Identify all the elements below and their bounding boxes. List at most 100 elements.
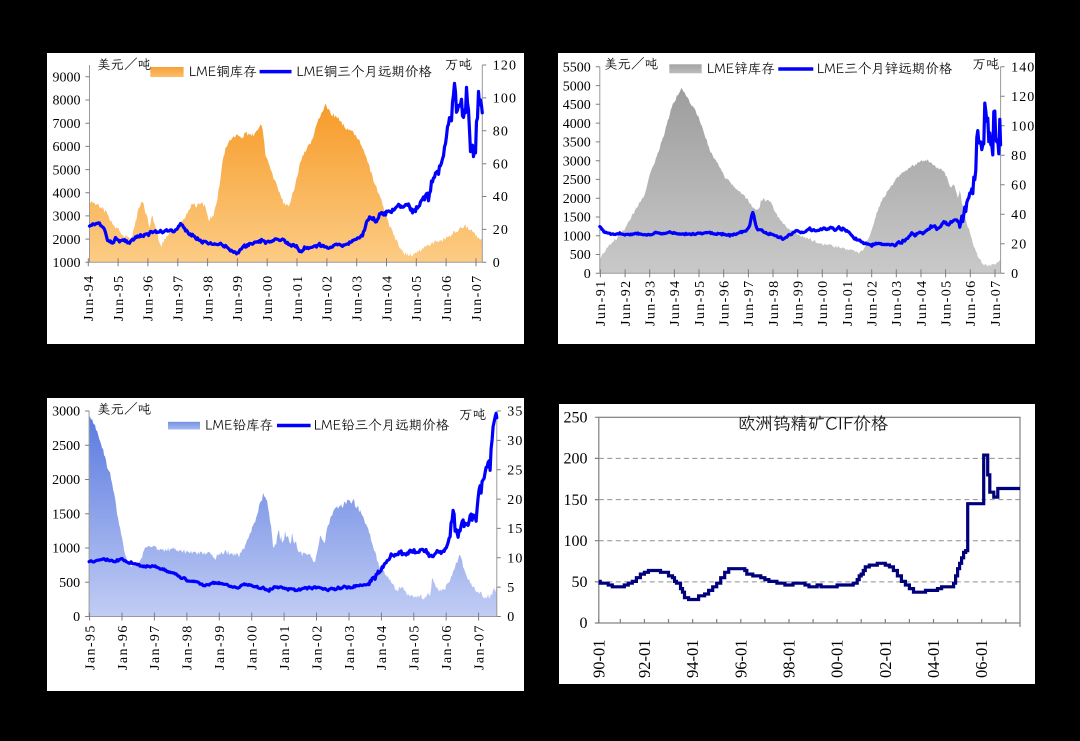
svg-text:Jun-94: Jun-94 [668,279,683,326]
svg-text:Jun-05: Jun-05 [410,274,425,321]
svg-text:Jun-99: Jun-99 [231,274,246,321]
svg-text:98-01: 98-01 [780,640,799,679]
svg-text:15: 15 [507,522,523,537]
svg-text:100: 100 [493,92,517,107]
svg-text:3000: 3000 [53,210,81,225]
svg-text:5000: 5000 [53,163,81,178]
svg-text:6000: 6000 [53,140,81,155]
svg-text:60: 60 [493,157,509,172]
svg-text:4000: 4000 [53,186,81,201]
svg-text:4000: 4000 [563,117,591,132]
svg-text:3000: 3000 [563,154,591,169]
svg-text:2000: 2000 [563,192,591,207]
svg-text:92-01: 92-01 [635,640,654,679]
svg-text:10: 10 [507,552,523,567]
svg-text:Jun-00: Jun-00 [261,274,276,321]
svg-text:100: 100 [564,533,588,550]
svg-text:8000: 8000 [53,94,81,109]
svg-text:5500: 5500 [563,61,591,76]
svg-text:50: 50 [572,574,588,591]
svg-text:120: 120 [493,59,517,74]
svg-text:Jun-91: Jun-91 [594,279,609,326]
svg-text:Jan-96: Jan-96 [116,624,131,670]
svg-text:40: 40 [493,190,509,205]
svg-text:80: 80 [493,125,509,140]
svg-text:5: 5 [507,581,515,596]
svg-text:Jan-02: Jan-02 [310,624,325,670]
svg-text:4500: 4500 [563,98,591,113]
svg-text:0: 0 [1011,267,1019,282]
svg-text:Jan-95: Jan-95 [83,624,98,670]
svg-text:Jan-04: Jan-04 [375,624,390,670]
svg-text:Jun-06: Jun-06 [440,274,455,321]
svg-text:3000: 3000 [52,405,80,420]
svg-text:Jun-06: Jun-06 [964,279,979,326]
svg-text:60: 60 [1011,179,1027,194]
svg-text:04-01: 04-01 [924,640,943,679]
svg-text:500: 500 [570,248,591,263]
svg-text:Jun-98: Jun-98 [767,279,782,326]
svg-text:0: 0 [584,267,591,282]
svg-text:200: 200 [564,451,588,468]
svg-text:Jun-96: Jun-96 [718,279,733,326]
svg-text:Jan-05: Jan-05 [408,624,423,670]
svg-text:2000: 2000 [53,233,81,248]
svg-text:9000: 9000 [53,71,81,86]
svg-text:02-01: 02-01 [876,640,895,679]
svg-text:1500: 1500 [563,211,591,226]
svg-text:150: 150 [564,492,588,509]
svg-text:00-01: 00-01 [828,640,847,679]
svg-text:Jun-07: Jun-07 [989,279,1004,326]
svg-text:0: 0 [73,610,80,625]
svg-text:90-01: 90-01 [589,640,608,679]
svg-text:Jun-93: Jun-93 [644,279,659,326]
svg-text:500: 500 [59,576,80,591]
svg-text:1000: 1000 [563,230,591,245]
svg-text:20: 20 [1011,238,1027,253]
svg-text:Jun-03: Jun-03 [890,279,905,326]
svg-text:0: 0 [507,610,515,625]
svg-text:120: 120 [1011,90,1035,105]
svg-text:Jan-97: Jan-97 [148,624,163,670]
svg-text:0: 0 [580,615,588,632]
svg-text:1500: 1500 [52,507,80,522]
svg-text:Jun-96: Jun-96 [142,274,157,321]
svg-text:Jun-04: Jun-04 [380,274,395,321]
svg-text:Jun-95: Jun-95 [112,274,127,321]
svg-text:Jan-99: Jan-99 [213,624,228,670]
svg-text:3500: 3500 [563,136,591,151]
svg-text:Jun-02: Jun-02 [321,274,336,321]
svg-text:Jun-97: Jun-97 [172,274,187,321]
svg-text:Jun-05: Jun-05 [939,279,954,326]
svg-text:35: 35 [507,405,523,420]
svg-text:2500: 2500 [563,173,591,188]
svg-text:25: 25 [507,463,523,478]
svg-text:Jan-00: Jan-00 [246,624,261,670]
svg-text:06-01: 06-01 [972,640,991,679]
svg-text:0: 0 [493,256,501,271]
svg-text:140: 140 [1011,61,1035,76]
svg-text:80: 80 [1011,149,1027,164]
svg-text:Jun-02: Jun-02 [866,279,881,326]
svg-text:7000: 7000 [53,117,81,132]
svg-text:20: 20 [507,493,523,508]
svg-text:Jun-98: Jun-98 [201,274,216,321]
svg-text:Jan-07: Jan-07 [472,624,487,670]
svg-text:Jun-01: Jun-01 [841,279,856,326]
svg-text:94-01: 94-01 [683,640,702,679]
svg-text:250: 250 [564,410,588,427]
svg-text:Jan-98: Jan-98 [181,624,196,670]
svg-text:Jun-00: Jun-00 [816,279,831,326]
svg-text:Jun-01: Jun-01 [291,274,306,321]
svg-text:100: 100 [1011,120,1035,135]
svg-text:96-01: 96-01 [731,640,750,679]
svg-text:2000: 2000 [52,473,80,488]
svg-text:2500: 2500 [52,439,80,454]
svg-text:40: 40 [1011,208,1027,223]
svg-text:Jun-07: Jun-07 [470,274,485,321]
svg-text:30: 30 [507,434,523,449]
svg-text:1000: 1000 [53,256,81,271]
svg-text:Jan-03: Jan-03 [343,624,358,670]
svg-text:Jun-04: Jun-04 [915,279,930,326]
svg-text:Jun-94: Jun-94 [82,274,97,321]
